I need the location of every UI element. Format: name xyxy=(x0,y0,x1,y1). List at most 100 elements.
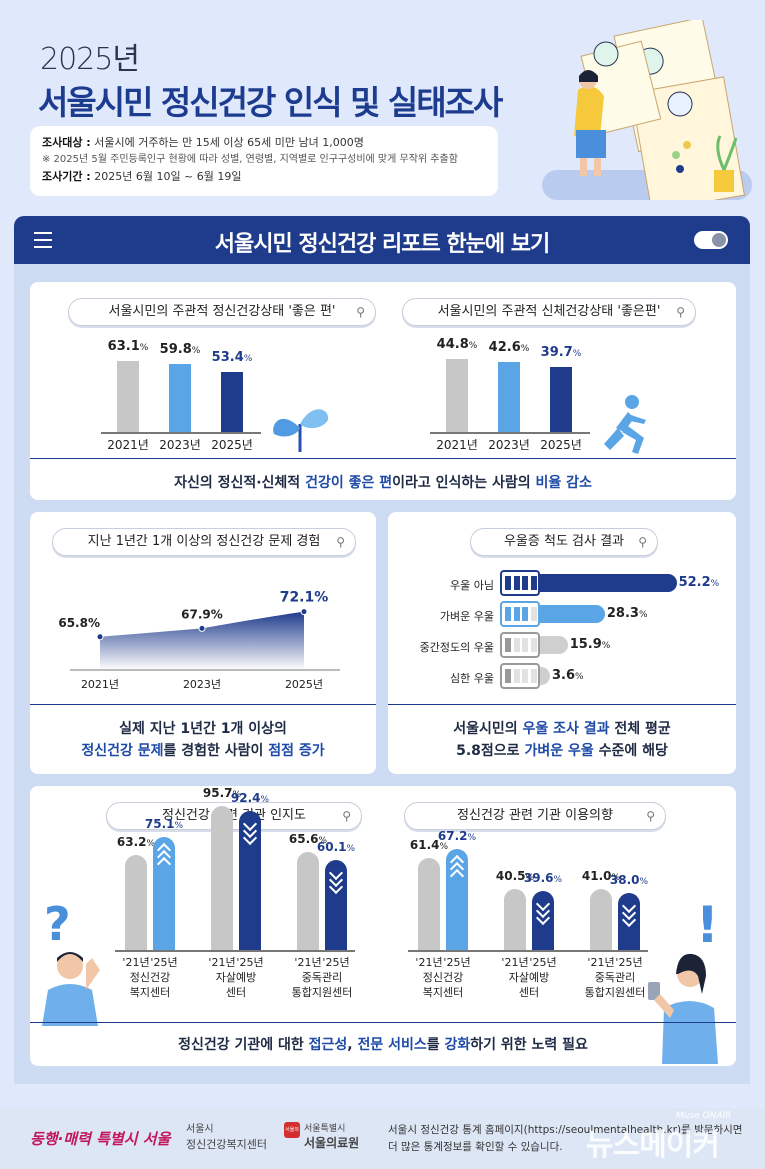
report-banner: 서울시민 정신건강 리포트 한눈에 보기 xyxy=(14,216,750,264)
paired-bar xyxy=(532,890,554,950)
battery-icon xyxy=(500,663,540,689)
institution-summary: 정신건강 기관에 대한 접근성, 전문 서비스를 강화하기 위한 노력 필요 xyxy=(178,1037,588,1053)
depression-category-label: 우울 아님 xyxy=(450,579,494,592)
svg-text:!: ! xyxy=(696,896,719,954)
paired-bar xyxy=(153,837,175,950)
paired-value-label: 60.1% xyxy=(316,839,356,854)
footer-note: 서울시 정신건강 통계 홈페이지(https://seoulmentalheal… xyxy=(388,1124,743,1153)
paired-value-label: 95.7% xyxy=(202,786,242,801)
area-fill xyxy=(100,611,304,670)
bar-2 xyxy=(221,371,243,432)
sprout-icon xyxy=(273,409,329,452)
bar-value-label: 53.4% xyxy=(211,349,253,365)
bar-1 xyxy=(169,364,191,432)
baseline xyxy=(408,950,648,952)
paired-bar xyxy=(618,893,640,950)
battery-cell xyxy=(530,576,537,590)
paired-bar xyxy=(125,855,147,950)
bar-category-label: 2023년 xyxy=(159,438,201,452)
paired-bar xyxy=(590,888,612,950)
medical-center-logo-mark: 서울의료 xyxy=(284,1122,300,1138)
bar-value-label: 44.8% xyxy=(436,336,478,352)
institution-category-label: 정신건강 복지센터 xyxy=(129,971,171,999)
institution-category-label: 자살예방 센터 xyxy=(215,971,257,999)
toggle-switch[interactable] xyxy=(694,231,728,249)
x-tick-label: 2025년 xyxy=(285,678,323,691)
paired-value-label: 39.6% xyxy=(523,870,563,885)
baseline xyxy=(430,432,590,434)
x-tick-label: 2021년 xyxy=(81,678,119,691)
depression-bar-0 xyxy=(520,574,677,592)
bar-value-label: 63.1% xyxy=(107,338,149,354)
year-label: '21년 xyxy=(415,956,443,969)
bar-0 xyxy=(117,360,139,432)
baseline xyxy=(115,950,355,952)
health-summary: 자신의 정신적·신체적 건강이 좋은 편이라고 인식하는 사람의 비율 감소 xyxy=(174,475,592,491)
mental-problem-summary: 실제 지난 1년간 1개 이상의 정신건강 문제를 경험한 사람이 점점 증가 xyxy=(81,721,325,759)
bar-category-label: 2021년 xyxy=(436,438,478,452)
seoul-logo: 동행·매력 특별시 서울 xyxy=(30,1130,171,1148)
bar-category-label: 2025년 xyxy=(211,438,253,452)
paired-value-label: 40.5% xyxy=(495,869,535,884)
battery-cell xyxy=(505,607,511,621)
period-text: 2025년 6월 10일 ~ 6월 19일 xyxy=(94,170,242,183)
data-value-label: 72.1% xyxy=(280,590,329,606)
depression-category-label: 가벼운 우울 xyxy=(439,610,494,623)
running-person-icon xyxy=(604,395,646,454)
search-icon: ⚲ xyxy=(676,305,685,319)
bar-2 xyxy=(550,366,572,432)
search-icon: ⚲ xyxy=(336,535,345,549)
depression-category-label: 중간정도의 우울 xyxy=(419,641,494,654)
paired-bar xyxy=(325,859,347,950)
survey-illustration xyxy=(542,20,752,200)
mental-problem-chart-title: 지난 1년간 1개 이상의 정신건강 문제 경험 ⚲ xyxy=(52,528,356,556)
survey-info-box: 조사대상 : 서울시에 거주하는 만 15세 이상 65세 미만 남녀 1,00… xyxy=(30,126,498,196)
paired-value-label: 75.1% xyxy=(144,817,184,832)
paired-bar xyxy=(297,851,319,950)
battery-cell xyxy=(522,669,528,683)
paired-bar xyxy=(418,857,440,950)
search-icon: ⚲ xyxy=(638,535,647,549)
institution-intent-chart-title: 정신건강 관련 기관 이용의향 ⚲ xyxy=(404,802,666,830)
period-label: 조사기간 : xyxy=(42,170,91,183)
institution-category-label: 정신건강 복지센터 xyxy=(422,971,464,999)
target-label: 조사대상 : xyxy=(42,136,91,149)
year-label: '25년 xyxy=(322,956,350,969)
paired-bar xyxy=(239,811,261,950)
depression-value-label: 3.6% xyxy=(552,668,584,683)
institution-category-label: 중독관리 통합지원센터 xyxy=(291,971,353,999)
year-label: '25년 xyxy=(615,956,643,969)
paired-bar xyxy=(504,889,526,950)
battery-cell xyxy=(513,607,520,621)
battery-cell xyxy=(513,576,520,590)
target-note: ※ 2025년 5월 주민등록인구 현황에 따라 성별, 연령별, 지역별로 인… xyxy=(42,154,458,165)
institution-awareness-chart-title: 정신건강 관련 기관 인지도 ⚲ xyxy=(106,802,362,830)
battery-cell xyxy=(530,669,537,683)
data-point xyxy=(96,633,104,641)
watermark-sub: Muse ONAIR xyxy=(676,1111,732,1121)
year-label: '25년 xyxy=(529,956,557,969)
year-label: '21년 xyxy=(587,956,615,969)
baseline xyxy=(101,432,261,434)
menu-icon[interactable] xyxy=(34,232,52,248)
depression-value-label: 15.9% xyxy=(569,637,611,652)
depression-chart-title: 우울증 척도 검사 결과 ⚲ xyxy=(470,528,658,556)
bar-category-label: 2023년 xyxy=(488,438,530,452)
year-label: '21년 xyxy=(208,956,236,969)
depression-bar-1 xyxy=(520,605,605,623)
survey-year: 2025년 xyxy=(40,42,140,77)
battery-cell xyxy=(530,638,537,652)
data-point xyxy=(198,624,206,632)
battery-cell xyxy=(522,638,528,652)
year-label: '21년 xyxy=(122,956,150,969)
data-value-label: 65.8% xyxy=(58,616,100,630)
mental-health-center-logo: 서울시 정신건강복지센터 xyxy=(186,1124,267,1151)
bar-1 xyxy=(498,362,520,432)
x-tick-label: 2023년 xyxy=(183,678,221,691)
paired-bar xyxy=(446,849,468,950)
search-icon: ⚲ xyxy=(356,305,365,319)
battery-cell xyxy=(522,607,528,621)
search-icon: ⚲ xyxy=(342,809,351,823)
depression-category-label: 심한 우울 xyxy=(450,672,494,685)
